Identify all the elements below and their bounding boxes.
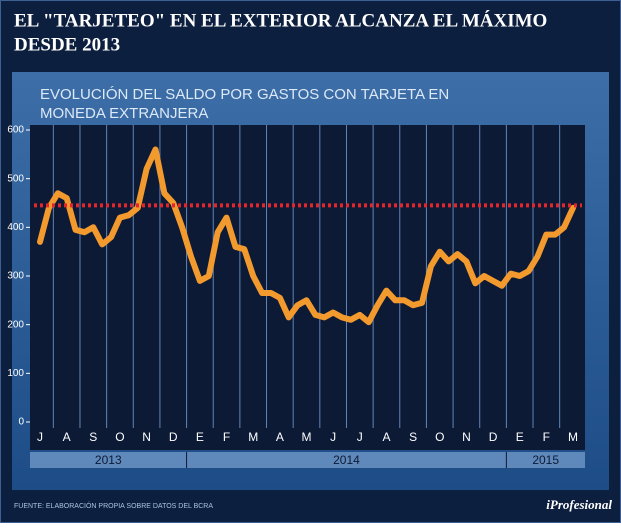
title: DESDE 2013 (14, 34, 120, 55)
x-tick-label: F (223, 430, 230, 444)
x-tick-label: S (409, 430, 417, 444)
year-label: 2015 (532, 453, 559, 467)
x-tick-label: A (276, 430, 284, 444)
y-tick-label: 300 (7, 271, 24, 282)
subtitle: EVOLUCIÓN DEL SALDO POR GASTOS CON TARJE… (40, 86, 449, 103)
y-tick-label: 100 (7, 368, 24, 379)
x-tick-label: M (568, 430, 578, 444)
x-tick-label: O (435, 430, 444, 444)
x-tick-label: F (543, 430, 550, 444)
x-tick-label: J (37, 430, 43, 444)
subtitle: MONEDA EXTRANJERA (40, 105, 208, 122)
year-bar (30, 452, 585, 468)
x-tick-label: S (89, 430, 97, 444)
x-tick-label: E (196, 430, 204, 444)
x-tick-label: M (248, 430, 258, 444)
x-tick-label: N (462, 430, 471, 444)
y-tick-label: 400 (7, 222, 24, 233)
x-tick-label: D (169, 430, 178, 444)
title: EL "TARJETEO" EN EL EXTERIOR ALCANZA EL … (14, 9, 547, 31)
x-tick-label: J (330, 430, 336, 444)
x-tick-label: M (302, 430, 312, 444)
x-tick-label: A (382, 430, 390, 444)
year-label: 2013 (95, 453, 122, 467)
x-tick-label: D (489, 430, 498, 444)
plot-area (30, 125, 585, 450)
x-tick-label: N (142, 430, 151, 444)
year-label: 2014 (333, 453, 360, 467)
y-tick-label: 600 (7, 125, 24, 136)
x-tick-label: J (357, 430, 363, 444)
y-tick-label: 0 (18, 417, 24, 428)
y-tick-label: 500 (7, 173, 24, 184)
y-tick-label: 200 (7, 319, 24, 330)
source: FUENTE: ELABORACIÓN PROPIA SOBRE DATOS D… (14, 501, 213, 510)
data-line (37, 146, 576, 326)
brand: iProfesional (546, 497, 612, 512)
x-tick-label: A (63, 430, 71, 444)
x-tick-label: E (516, 430, 524, 444)
x-tick-label: O (115, 430, 124, 444)
